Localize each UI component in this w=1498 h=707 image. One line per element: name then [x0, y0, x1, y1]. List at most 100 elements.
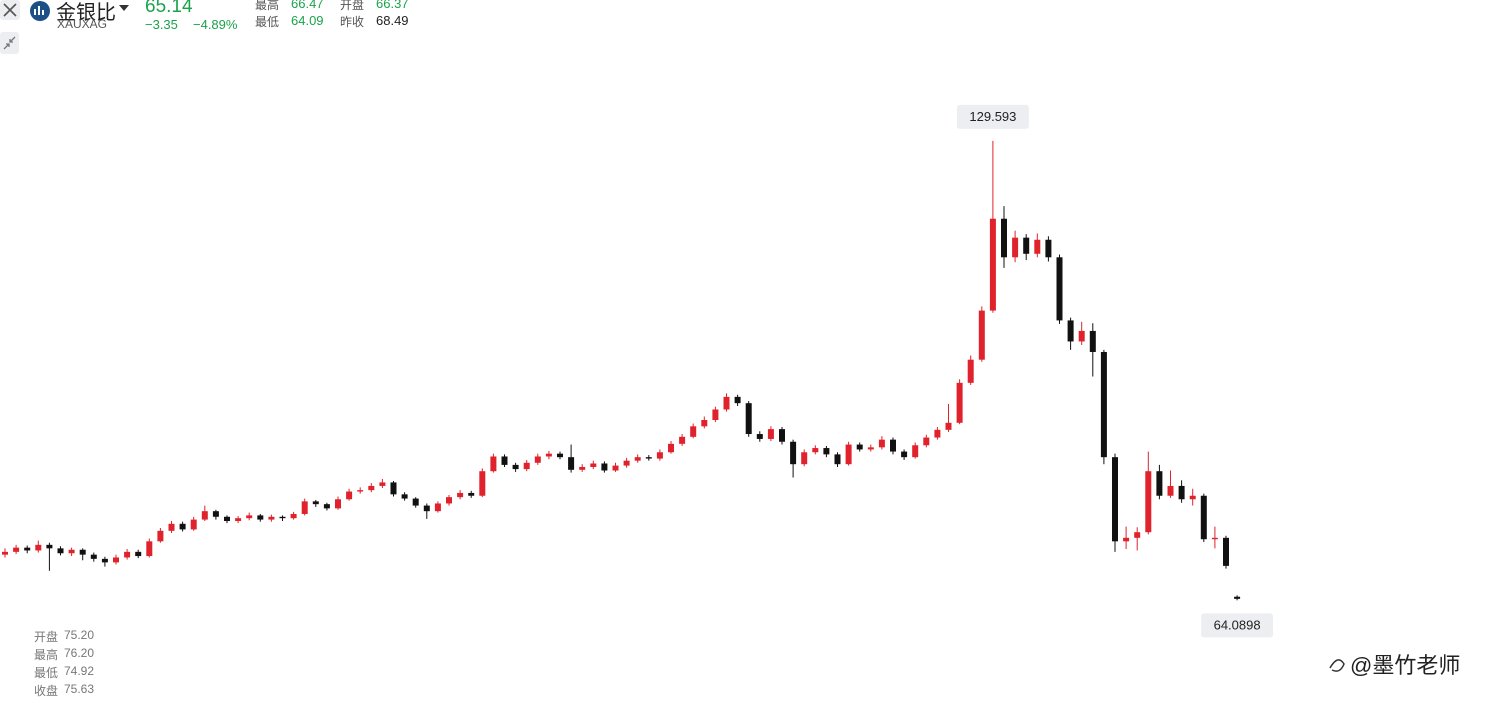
candle-body [1034, 239, 1041, 254]
candle-body [1145, 471, 1152, 533]
candle-body [390, 482, 397, 495]
close-icon [3, 3, 17, 17]
candle-body [301, 501, 308, 514]
candle-body [113, 557, 119, 563]
candle-body [401, 494, 408, 499]
candle-body [989, 218, 996, 311]
stat-value: 64.09 [291, 13, 324, 28]
candle-body [135, 551, 142, 557]
candle-body [468, 492, 475, 496]
change: −3.35 [145, 17, 178, 32]
stat-value: 66.37 [376, 0, 409, 11]
candle-body [579, 466, 586, 470]
candle-body [601, 463, 608, 471]
candle-body [346, 491, 353, 500]
candle-body [779, 429, 785, 442]
candle-body [423, 505, 430, 512]
candle-body [668, 443, 674, 453]
stat-label: 昨收 [340, 15, 365, 29]
stat-label: 最低 [255, 15, 280, 29]
candle-body [146, 541, 153, 557]
candle-body [934, 429, 941, 438]
price-callout-box [1201, 613, 1274, 638]
change-pct: −4.89% [193, 17, 238, 32]
candle-body [512, 464, 519, 470]
candle-body [767, 429, 774, 439]
candle-body [268, 516, 275, 520]
candle-body [501, 456, 508, 465]
collapse-icon [3, 36, 16, 50]
candle-body [1123, 537, 1130, 542]
watermark-icon [1329, 659, 1345, 672]
candle-body [179, 523, 186, 530]
candle-body [68, 549, 75, 554]
collapse-button[interactable] [0, 32, 19, 54]
candle-body [1012, 237, 1019, 258]
candle-body [1211, 537, 1218, 540]
candle-body [845, 444, 852, 465]
last-price: 65.14 [145, 0, 193, 17]
candle-body [1156, 471, 1163, 496]
candle-body [124, 551, 131, 558]
candle-body [1167, 485, 1174, 496]
stat-label: 开盘 [340, 0, 365, 12]
candle-body [357, 490, 364, 492]
candle-body [945, 422, 952, 430]
stat-label: 最高 [255, 0, 280, 12]
candle-body [1045, 239, 1052, 258]
candle-body [2, 551, 8, 555]
candle-body [1100, 351, 1107, 458]
candle-body [1023, 237, 1030, 254]
candle-body [35, 544, 42, 551]
candle-body [434, 503, 441, 512]
candle-body [912, 445, 919, 458]
candle-body [656, 452, 663, 459]
symbol-code: XAUXAG [57, 17, 108, 31]
candle-body [490, 456, 497, 472]
candle-body [557, 453, 563, 458]
candle-body [57, 548, 64, 554]
candle-body [446, 497, 452, 504]
candle-body [101, 558, 108, 563]
candle-body [978, 310, 985, 360]
candle-body [1078, 330, 1085, 342]
candle-body [756, 434, 763, 439]
candle-body [1067, 320, 1074, 342]
candle-body [479, 471, 486, 496]
candle-body [1189, 495, 1196, 500]
candle-body [801, 452, 808, 465]
candle-body [224, 516, 230, 521]
candle-body [523, 462, 530, 470]
candle-body [534, 456, 541, 463]
candle-body [956, 382, 963, 423]
candle-body [157, 530, 164, 542]
candle-body [90, 554, 97, 559]
candle-body [878, 439, 885, 448]
dropdown-arrow[interactable] [119, 5, 129, 11]
candle-body [246, 515, 253, 519]
candle-body [335, 499, 341, 509]
hover-value: 75.20 [64, 628, 95, 642]
candle-body [612, 465, 619, 471]
hover-value: 75.63 [64, 682, 95, 696]
candle-body [1134, 532, 1141, 538]
candle-body [190, 519, 197, 530]
candle-body [623, 460, 630, 466]
candle-body [235, 518, 242, 521]
stat-value: 66.47 [291, 0, 324, 11]
candle-body [967, 359, 974, 383]
hover-value: 76.20 [64, 646, 95, 660]
candle-body [901, 451, 908, 458]
price-callout: 129.593 [969, 109, 1016, 124]
stat-value: 68.49 [376, 13, 409, 28]
candle-body [679, 436, 686, 444]
candle-body [823, 448, 830, 455]
candle-body [712, 409, 719, 421]
candle-body [723, 396, 730, 410]
candle-body [545, 453, 552, 457]
hover-label: 最低 [34, 666, 59, 680]
candle-body [745, 403, 752, 435]
candle-body [690, 426, 697, 437]
